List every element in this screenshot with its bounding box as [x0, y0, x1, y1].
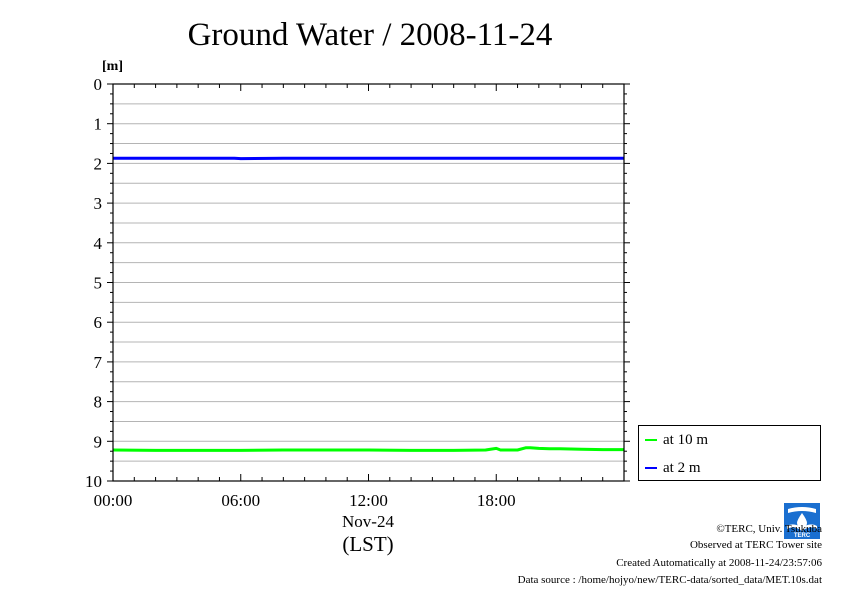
legend-item-2m: at 2 m: [645, 458, 701, 478]
legend-swatch-2m: [645, 467, 657, 469]
x-tick-label: 12:00: [349, 491, 388, 510]
y-tick-label: 6: [94, 313, 103, 332]
created-text: Created Automatically at 2008-11-24/23:5…: [616, 557, 822, 569]
y-tick-label: 8: [94, 393, 103, 412]
y-tick-label: 0: [94, 75, 103, 94]
data-source-text: Data source : /home/hojyo/new/TERC-data/…: [517, 574, 822, 586]
legend-swatch-10m: [645, 439, 657, 441]
svg-text:TERC: TERC: [794, 533, 811, 539]
copyright-text: ©TERC, Univ. Tsukuba: [716, 523, 822, 535]
x-axis-sublabel: (LST): [342, 532, 393, 556]
observed-text: Observed at TERC Tower site: [689, 539, 822, 551]
y-tick-label: 7: [94, 353, 103, 372]
legend-label-10m: at 10 m: [663, 431, 708, 448]
legend: at 10 m at 2 m: [638, 425, 821, 481]
y-tick-label: 4: [94, 234, 103, 253]
x-axis-label: Nov-24: [342, 512, 394, 531]
y-tick-label: 9: [94, 432, 103, 451]
series-layer: [112, 156, 624, 452]
y-tick-label: 5: [94, 274, 103, 293]
y-tick-label: 1: [94, 115, 103, 134]
y-tick-label: 10: [85, 472, 102, 491]
legend-label-2m: at 2 m: [663, 459, 701, 476]
y-tick-label: 2: [94, 154, 103, 173]
x-tick-label: 18:00: [477, 491, 516, 510]
x-tick-label: 00:00: [94, 491, 133, 510]
legend-item-10m: at 10 m: [645, 430, 708, 450]
series-line-0: [112, 446, 624, 452]
y-axis-label: [m]: [102, 59, 123, 74]
x-tick-label: 06:00: [221, 491, 260, 510]
y-tick-label: 3: [94, 194, 103, 213]
terc-logo-icon: TERC: [784, 503, 820, 539]
grid-lines: [113, 103, 624, 462]
chart-title: Ground Water / 2008-11-24: [188, 17, 553, 53]
